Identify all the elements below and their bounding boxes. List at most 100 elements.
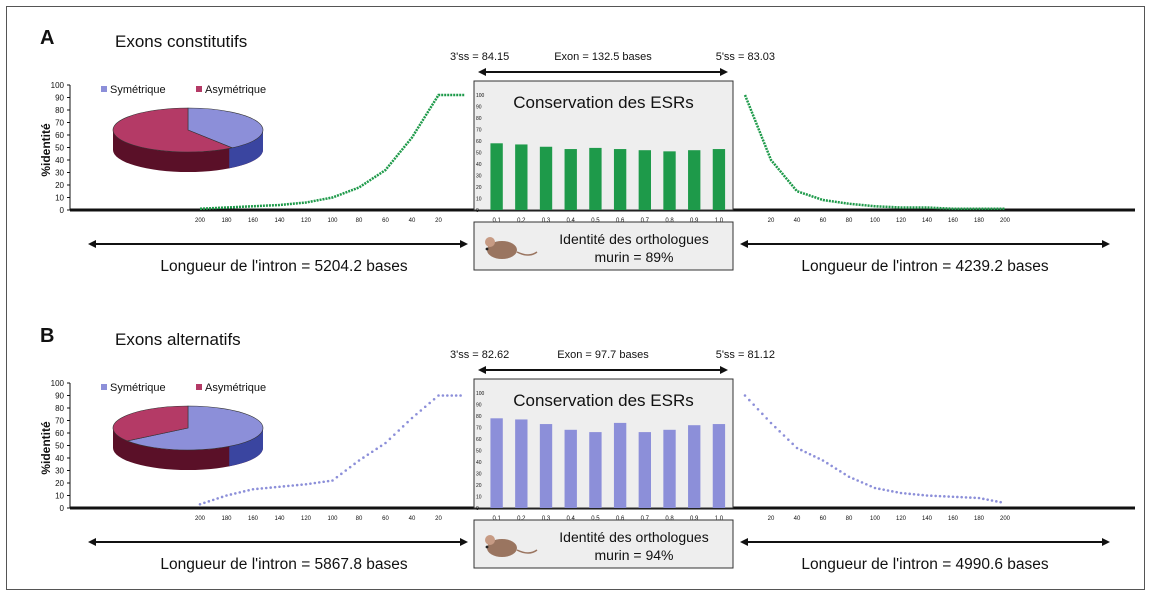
panel-a-esr-x-tick: 0.4 [567,218,576,224]
panel-a-esr-y-tick: 50 [476,151,482,157]
panel-b-upstream-point [313,481,317,485]
panel-a-y-tick-label: 70 [55,119,64,128]
panel-a-upstream-x-tick: 80 [356,218,363,224]
panel-b-upstream-point [229,493,233,496]
panel-b-esr-y-tick: 60 [476,437,482,443]
panel-b-downstream-point [977,496,981,500]
panel-b-y-axis-label: %identité [39,421,53,475]
panel-b-downstream-point [912,492,916,496]
panel-b-upstream-point [234,492,237,495]
panel-b-upstream-point [410,416,414,420]
panel-a-upstream-x-tick: 160 [248,218,259,224]
panel-b-downstream-point [752,403,755,406]
panel-b-upstream-point [304,482,308,486]
panel-b-downstream-point [756,407,760,411]
panel-a-ortholog-line1: Identité des orthologues [559,231,708,247]
panel-b-downstream-point [886,489,890,492]
panel-b-upstream-point [211,498,215,502]
panel-b-legend-swatch-symetrique [101,384,107,390]
panel-b-downstream-x-tick: 100 [870,516,881,522]
mouse-body [487,539,517,557]
panel-a-esr-y-tick: 60 [476,139,482,145]
panel-a-downstream-x-tick: 20 [768,218,775,224]
panel-a-pie-slice-1 [112,107,234,153]
panel-b-downstream-point [769,421,773,425]
panel-b-y-tick-label: 80 [55,404,64,413]
panel-b-downstream-point [878,487,881,491]
panel-b-downstream-point [813,455,816,458]
panel-b-downstream-x-tick: 160 [948,516,959,522]
panel-a-esr-bar [688,150,701,210]
panel-a-intron-left-label: Longueur de l'intron = 5204.2 bases [160,258,408,275]
panel-b-esr-bar [515,419,528,508]
panel-b-esr-y-tick: 70 [476,426,482,432]
panel-b-upstream-x-tick: 160 [248,516,259,522]
panel-b-downstream-point [865,482,868,486]
panel-b-downstream-x-tick: 20 [768,516,775,522]
panel-b-upstream-point [401,425,405,428]
panel-b-downstream-x-tick: 60 [820,516,827,522]
panel-a-esr-y-tick: 70 [476,128,482,134]
panel-a-y-axis-label: %identité [39,123,53,177]
panel-a-esr-y-tick: 10 [476,197,482,203]
mouse-tail [516,549,538,554]
panel-b-downstream-point [895,490,898,494]
panel-a-downstream-x-tick: 140 [922,218,933,224]
panel-b-downstream-point [986,498,989,501]
panel-b-ortholog-box [473,519,734,569]
panel-b-downstream-point [873,486,877,490]
panel-a-esr-y-tick: 30 [476,174,482,180]
mouse-body [487,241,517,259]
panel-b-downstream-point [917,493,920,496]
panel-a-intron-right-arrow-left-head [740,240,748,248]
panel-b-y-tick-label: 70 [55,417,64,426]
panel-b-downstream-point [748,398,751,402]
panel-b-esr-x-tick: 0.8 [665,516,674,522]
panel-a-exon-label: Exon = 132.5 bases [554,51,652,63]
panel-b-letter: B [40,325,54,347]
panel-b-intron-left-arrow-right-head [460,538,468,546]
panel-b-pie-side-symetrique [229,428,263,467]
panel-a-esr-bar [589,147,602,210]
panel-b-downstream-point [904,492,907,495]
panel-b-esr-x-tick: 0.1 [492,516,501,522]
panel-b-upstream-point [393,433,396,436]
panel-b-downstream-x-tick: 40 [794,516,801,522]
panel-b-upstream-x-tick: 80 [356,516,363,522]
panel-b-upstream-point [344,469,348,472]
panel-a-y-tick-label: 60 [55,131,64,140]
panel-b-downstream-point [847,475,851,479]
panel-b-upstream-point [397,429,401,432]
panel-b-pie-side [113,428,263,470]
panel-b-upstream-point [322,480,325,484]
panel-b-y-tick-label: 90 [55,392,64,401]
panel-b-downstream-point [774,425,777,429]
panel-b-exon-arrow-right-head [720,366,728,374]
panel-b-esr-x-tick: 0.2 [517,516,526,522]
panel-a-esr-y-tick: 100 [476,93,485,99]
panel-a-esr-bar [539,146,553,210]
panel-b-upstream-point [295,483,299,487]
panel-b-esr-y-tick: 40 [476,460,482,466]
panel-b-esr-y-tick: 30 [476,472,482,478]
panel-b-upstream-point [419,409,423,412]
panel-b-downstream-point [830,464,833,468]
panel-b-downstream-point [960,495,963,499]
panel-a-legend-swatch-asymetrique [196,86,202,92]
panel-b-esr-bar [490,418,503,508]
panel-b-mouse-icon [485,535,538,557]
panel-b-upstream-point [454,394,458,397]
panel-b-downstream-point [925,494,929,497]
panel-b-upstream-x-tick: 100 [327,516,338,522]
panel-b-downstream-point [943,495,946,498]
panel-b-esr-bar [539,424,553,508]
panel-b-y-tick-label: 10 [55,492,64,501]
panel-b-downstream-point [964,496,968,499]
panel-b-esr-bar [589,432,602,508]
panel-b-downstream-point [891,490,894,493]
panel-a-esr-x-tick: 0.9 [690,218,699,224]
panel-b-downstream-point [934,494,937,498]
panel-a-upstream-x-tick: 60 [382,218,389,224]
mouse-eye [485,545,489,549]
